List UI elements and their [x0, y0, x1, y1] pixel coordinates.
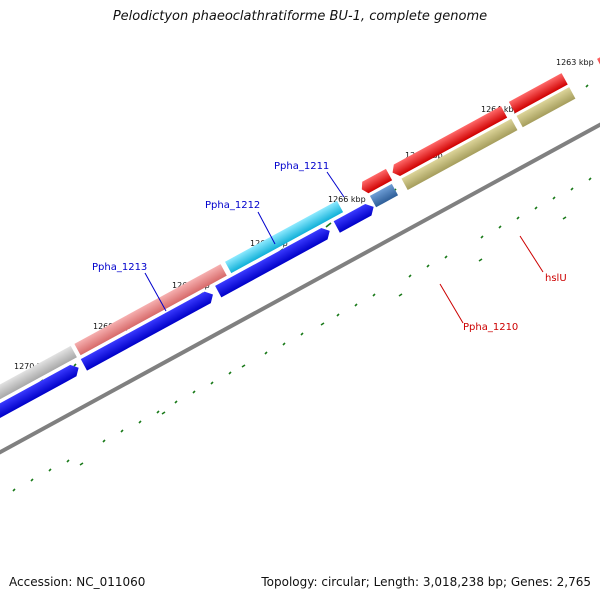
leader-ppha-1210: [439, 283, 464, 324]
gene-ppha-1213[interactable]: [74, 264, 227, 356]
label-ppha-1212: Ppha_1212: [205, 200, 260, 211]
cds-arrow-ppha-1211[interactable]: [333, 201, 377, 233]
label-hslu: hslU: [545, 273, 567, 284]
tick-label-1266: 1266 kbp: [328, 195, 366, 204]
label-ppha-1211: Ppha_1211: [274, 161, 329, 172]
gene-olive-far[interactable]: [516, 87, 576, 128]
cds-arrow-3[interactable]: [80, 289, 216, 371]
accession-text: Accession: NC_011060: [9, 575, 146, 589]
gene-ppha-1210[interactable]: [369, 183, 399, 208]
tick-label-1263: 1263 kbp: [556, 58, 594, 67]
gene-unnamed-grey[interactable]: [0, 345, 77, 406]
gene-red-far[interactable]: [508, 73, 568, 114]
label-ppha-1210: Ppha_1210: [463, 322, 518, 333]
cds-arrow-2[interactable]: [0, 362, 82, 420]
map-title: Pelodictyon phaeoclathratiforme BU-1, co…: [112, 9, 488, 24]
gene-red-large[interactable]: [389, 106, 508, 178]
leader-hslu: [519, 235, 544, 273]
gene-ppha-1212[interactable]: [225, 200, 344, 274]
label-ppha-1213: Ppha_1213: [92, 262, 147, 273]
inner-tick-row: [12, 177, 592, 492]
leader-ppha-1211: [326, 171, 345, 198]
genome-backbone: [0, 122, 600, 455]
leader-ppha-1213: [144, 272, 167, 312]
gene-hslu[interactable]: [401, 118, 518, 191]
genome-summary-text: Topology: circular; Length: 3,018,238 bp…: [261, 575, 591, 589]
cds-arrow-4[interactable]: [215, 225, 333, 298]
leader-ppha-1212: [257, 211, 276, 245]
gene-red-reverse[interactable]: [359, 168, 393, 195]
